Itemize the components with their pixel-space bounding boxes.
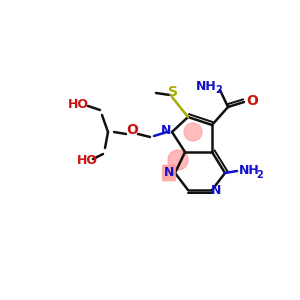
Text: 2: 2 — [256, 170, 263, 180]
Text: 2: 2 — [216, 85, 222, 95]
Circle shape — [184, 123, 202, 141]
Text: S: S — [168, 85, 178, 99]
Text: NH: NH — [196, 80, 216, 92]
Text: O: O — [246, 94, 258, 108]
Text: N: N — [161, 124, 171, 136]
Circle shape — [168, 150, 188, 170]
Text: HO: HO — [76, 154, 98, 166]
Text: N: N — [211, 184, 221, 197]
Text: HO: HO — [68, 98, 88, 112]
Text: O: O — [126, 123, 138, 137]
Text: N: N — [164, 167, 174, 179]
Text: NH: NH — [238, 164, 260, 176]
